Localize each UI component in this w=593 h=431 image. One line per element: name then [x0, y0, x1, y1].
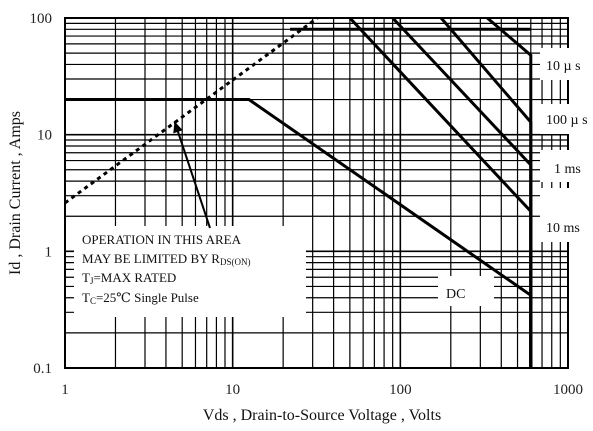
annotation-arrow-head — [173, 121, 183, 134]
y-axis-label: Id , Drain Current , Amps — [7, 111, 24, 275]
x-tick-label: 100 — [389, 382, 412, 398]
annotation-arrow-line — [173, 121, 211, 229]
y-tick-label: 100 — [30, 11, 53, 27]
annotation: OPERATION IN THIS AREA MAY BE LIMITED BY … — [82, 121, 250, 306]
annotation-sub-c: C — [90, 296, 96, 306]
series-line-2 — [391, 16, 533, 368]
annotation-line-3-rest: =MAX RATED — [93, 270, 176, 285]
annotation-line-1: OPERATION IN THIS AREA — [82, 232, 242, 247]
series-layer — [64, 16, 533, 368]
annotation-sub-j: J — [90, 276, 94, 286]
curve-label-1: 100 µ s — [546, 113, 588, 128]
curve-label-box — [540, 210, 593, 242]
annotation-sub-rdson: DS(ON) — [220, 257, 251, 267]
curve-label-box — [540, 150, 593, 182]
curve-labels: 10 µ s 100 µ s 1 ms 10 ms DC — [446, 59, 588, 302]
curve-label-box — [540, 48, 593, 80]
y-tick-label: 1 — [45, 244, 53, 260]
curve-label-3: 10 ms — [546, 221, 580, 236]
y-tick-label: 10 — [37, 128, 52, 144]
x-axis-label: Vds , Drain-to-Source Voltage , Volts — [203, 407, 441, 424]
x-tick-label: 10 — [225, 382, 240, 398]
series-line-6 — [64, 16, 319, 205]
x-tick-label: 1 — [61, 382, 69, 398]
grid — [64, 17, 593, 369]
annotation-line-4: TC=25℃ Single Pulse — [82, 290, 199, 306]
tick-labels: 1 10 100 1000 0.1 1 10 100 — [30, 11, 584, 398]
curve-label-0: 10 µ s — [546, 59, 581, 74]
curve-label-4: DC — [446, 287, 465, 302]
annotation-line-3: TJ=MAX RATED — [82, 270, 176, 286]
curve-label-box — [540, 104, 593, 134]
y-tick-label: 0.1 — [33, 361, 52, 377]
dc-label-box — [438, 276, 494, 306]
annotation-line-4-rest: =25℃ Single Pulse — [96, 290, 199, 305]
series-line-4 — [486, 16, 533, 368]
x-tick-label: 1000 — [553, 382, 583, 398]
curve-label-2: 1 ms — [554, 162, 581, 177]
annotation-box — [74, 226, 306, 317]
annotation-line-2: MAY BE LIMITED BY RDS(ON) — [82, 251, 250, 267]
